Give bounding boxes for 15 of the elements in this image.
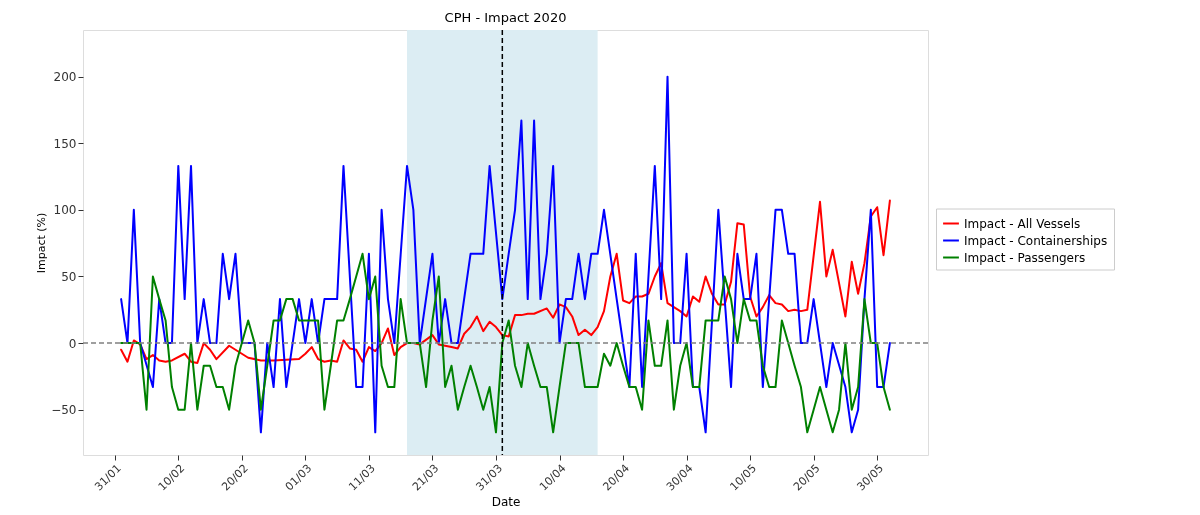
y-tick-label: −50 — [51, 403, 77, 418]
legend-label: Impact - Containerships — [964, 233, 1108, 248]
y-tick-label: 50 — [61, 269, 77, 284]
y-tick-label: 150 — [53, 136, 77, 151]
y-tick-label: 0 — [68, 336, 77, 351]
legend-label: Impact - Passengers — [964, 250, 1086, 265]
y-tick-label: 200 — [53, 70, 77, 85]
line-series — [120, 252, 891, 434]
line-series — [120, 75, 891, 434]
chart-title: CPH - Impact 2020 — [444, 10, 567, 26]
y-tick-label: 100 — [53, 203, 77, 218]
line-series — [120, 199, 891, 365]
y-axis-title: Impact (%) — [35, 212, 49, 274]
x-axis-title: Date — [491, 494, 521, 509]
legend-label: Impact - All Vessels — [964, 216, 1081, 231]
